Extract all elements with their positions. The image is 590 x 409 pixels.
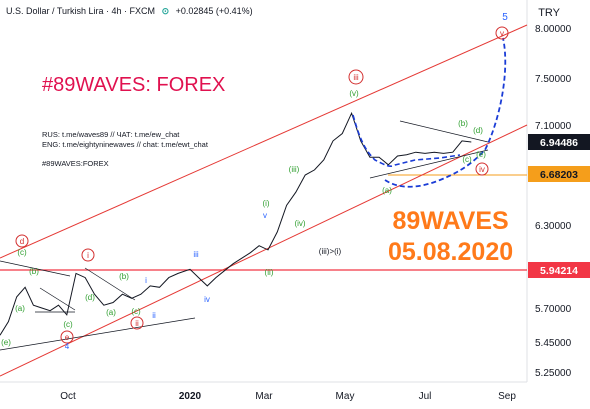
y-tick-label: 6.30000 (535, 221, 572, 232)
wave-label-iv-red: iv (479, 165, 485, 174)
wave-label-4-blue: 4 (65, 342, 70, 351)
x-tick-label: 2020 (179, 391, 202, 402)
wave-label-v-top: v (500, 29, 504, 38)
wave-label-c-green-tri: (c) (462, 155, 472, 164)
page-title: #89WAVES: FOREX (42, 74, 226, 96)
trend-line-e (39, 287, 76, 311)
wave-label-iii-red: iii (353, 73, 359, 82)
currency-label: TRY (538, 7, 560, 19)
price-tag-current: 6.94486 (528, 134, 590, 150)
y-tick-label: 7.50000 (535, 74, 572, 85)
x-tick-label: Oct (60, 391, 76, 402)
wave-label-a-green: (a) (15, 304, 25, 313)
wave-label-i-red: i (87, 251, 89, 260)
contact-line-eng: ENG: t.me/eightyninewaves // chat: t.me/… (42, 140, 208, 149)
price-line (0, 111, 472, 336)
triangle-upper-line (399, 120, 489, 143)
x-tick-label: Jul (419, 391, 432, 402)
wave-label-iii-blue: iii (193, 250, 199, 259)
wave-label-ii-blue: ii (152, 311, 156, 320)
wave-label-c-green: (c) (63, 320, 73, 329)
triangle-lower-line (369, 149, 489, 179)
chart-header: U.S. Dollar / Turkish Lira · 4h · FXCM ⊙… (6, 6, 253, 17)
tagline: #89WAVES:FOREX (42, 159, 109, 168)
wave-label-b-green-tri: (b) (458, 119, 468, 128)
y-tick-label: 5.45000 (535, 338, 572, 349)
wave-label-i-green: (i) (262, 199, 269, 208)
brand-date: 05.08.2020 (388, 238, 514, 266)
y-tick-label: 8.00000 (535, 24, 572, 35)
x-axis-ticks: Oct 2020 Mar May Jul Sep (60, 391, 516, 402)
wave-label-b-left: (b) (119, 272, 129, 281)
y-axis-ticks: 8.00000 7.50000 7.10000 6.30000 5.70000 5.450… (535, 24, 572, 379)
trend-line-ab (0, 260, 71, 277)
wave-label-c-green-top: (c) (17, 248, 27, 257)
price-tag-red-text: 5.94214 (540, 265, 578, 277)
price-tag-current-text: 6.94486 (540, 137, 578, 149)
wave-circle-iii (348, 69, 364, 85)
wave-circle-i (81, 248, 95, 262)
wave-circle-v-top (495, 26, 509, 40)
wave-label-b-green: (b) (29, 267, 39, 276)
price-series-group (0, 111, 472, 336)
brand-block: 89WAVES 05.08.2020 (388, 206, 513, 268)
projection-path-up (384, 37, 507, 188)
contacts-block: RUS: t.me/waves89 // ЧАТ: t.me/ew_chat E… (42, 130, 208, 150)
eye-icon[interactable]: ⊙ (161, 6, 170, 16)
price-tag-red: 5.94214 (528, 262, 590, 278)
contact-line-rus: RUS: t.me/waves89 // ЧАТ: t.me/ew_chat (42, 130, 180, 139)
wave-label-iv-blue: iv (204, 295, 210, 304)
wave-label-d-green-tri: (d) (473, 126, 483, 135)
wave-label-ii-green: (ii) (265, 268, 274, 277)
y-tick-label: 5.25000 (535, 368, 572, 379)
price-tag-orange: 6.68203 (528, 166, 590, 182)
wave-label-a-left: (a) (106, 308, 116, 317)
wave-label-d-green: (d) (85, 293, 95, 302)
symbol-title: U.S. Dollar / Turkish Lira · 4h · FXCM (6, 6, 156, 16)
projection-path-down (352, 114, 461, 167)
wave-label-e-red: e (65, 333, 70, 342)
wave-circle-d (15, 234, 29, 248)
trend-line-ii-upper (84, 267, 136, 301)
wave-label-v-green: (v) (349, 89, 359, 98)
wave-circle-iv (475, 162, 489, 176)
x-tick-label: Mar (255, 391, 273, 402)
wave-circle-ii (130, 316, 144, 330)
price-tag-orange-text: 6.68203 (540, 169, 578, 181)
wave-label-5-top: 5 (502, 12, 508, 23)
x-tick-label: May (336, 391, 355, 402)
wave-label-d-red: d (20, 237, 24, 246)
wave-label-iii-green: (iii) (289, 165, 300, 174)
brand-name: 89WAVES (392, 207, 509, 235)
wave-label-i-blue: i (145, 276, 147, 285)
wave-label-iii-i: (iii)>(i) (319, 247, 342, 256)
y-tick-label: 7.10000 (535, 121, 572, 132)
wave-circle-e (60, 330, 74, 344)
wave-label-e-green-tri: (e) (476, 150, 486, 159)
wave-label-ii-red: ii (135, 319, 139, 328)
x-tick-label: Sep (498, 391, 516, 402)
channel-upper-line (0, 24, 528, 259)
wave-label-v-blue: v (263, 211, 267, 220)
wave-label-iv-green: (iv) (294, 219, 305, 228)
price-change: +0.02845 (+0.41%) (175, 6, 253, 16)
wave-label-a-green-tri: (a) (382, 186, 392, 195)
channel-lower-line (0, 124, 528, 377)
wave-label-c-left: (c) (131, 307, 141, 316)
trend-line-ii-lower (0, 317, 196, 351)
y-tick-label: 5.70000 (535, 304, 572, 315)
wave-label-e-green: (e) (1, 338, 11, 347)
